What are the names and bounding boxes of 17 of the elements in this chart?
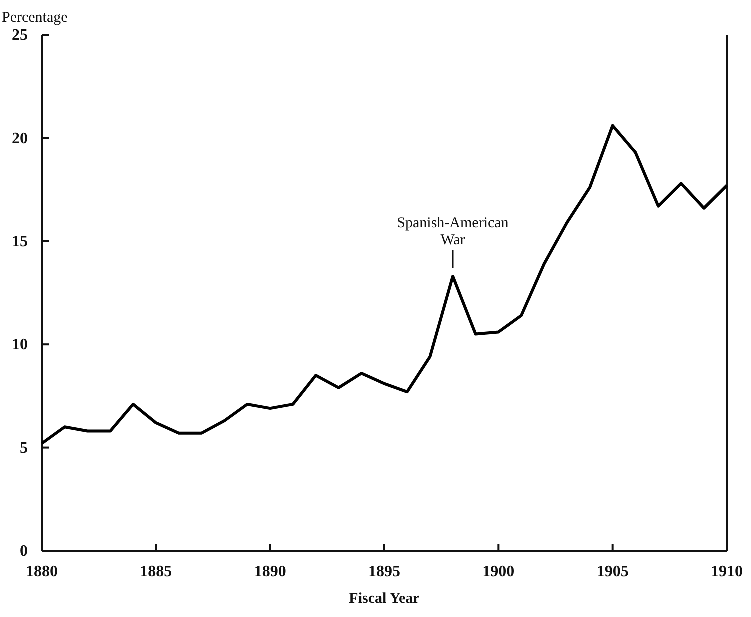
- x-tick-label: 1910: [711, 563, 743, 580]
- y-tick-label: 0: [20, 543, 28, 560]
- x-tick-label: 1900: [482, 563, 515, 580]
- y-tick-label: 15: [12, 234, 28, 251]
- y-tick-label: 25: [12, 27, 28, 44]
- y-tick-label: 5: [20, 440, 28, 457]
- x-tick-label: 1895: [368, 563, 400, 580]
- x-tick-label: 1885: [140, 563, 172, 580]
- y-tick-label: 10: [12, 336, 28, 354]
- y-axis-title: Percentage: [2, 10, 68, 26]
- y-tick-label: 20: [12, 130, 28, 148]
- x-tick-label: 1890: [254, 563, 286, 580]
- x-tick-label: 1905: [596, 563, 629, 580]
- x-tick-label: 1880: [26, 563, 58, 580]
- line-series: [40, 124, 728, 446]
- x-axis-title: Fiscal Year: [349, 591, 420, 607]
- annotation: Spanish-American War: [397, 215, 510, 248]
